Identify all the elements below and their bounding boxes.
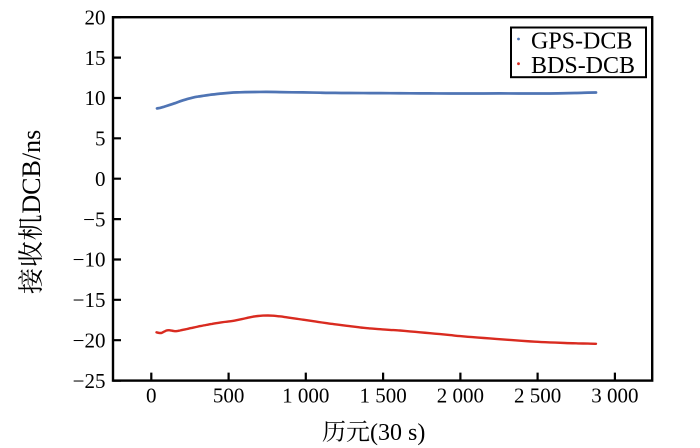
svg-text:−10: −10: [73, 248, 106, 272]
svg-text:GPS-DCB: GPS-DCB: [531, 28, 632, 54]
svg-text:2 500: 2 500: [514, 384, 561, 408]
svg-text:−5: −5: [83, 207, 105, 231]
svg-text:1 000: 1 000: [282, 384, 329, 408]
svg-text:−20: −20: [73, 328, 106, 352]
svg-text:−25: −25: [73, 369, 106, 393]
svg-text:0: 0: [146, 384, 157, 408]
svg-text:1 500: 1 500: [359, 384, 406, 408]
svg-text:DCB/ns: DCB/ns: [17, 130, 46, 214]
svg-text:−15: −15: [73, 288, 106, 312]
svg-text:5: 5: [95, 127, 106, 151]
svg-text:(30 s): (30 s): [370, 420, 425, 446]
svg-text:0: 0: [95, 167, 106, 191]
svg-text:10: 10: [85, 86, 106, 110]
svg-text:BDS-DCB: BDS-DCB: [531, 53, 635, 79]
svg-text:2 000: 2 000: [437, 384, 484, 408]
svg-text:20: 20: [85, 5, 106, 29]
svg-text:3 000: 3 000: [591, 384, 638, 408]
svg-text:500: 500: [213, 384, 245, 408]
svg-text:15: 15: [85, 46, 106, 70]
